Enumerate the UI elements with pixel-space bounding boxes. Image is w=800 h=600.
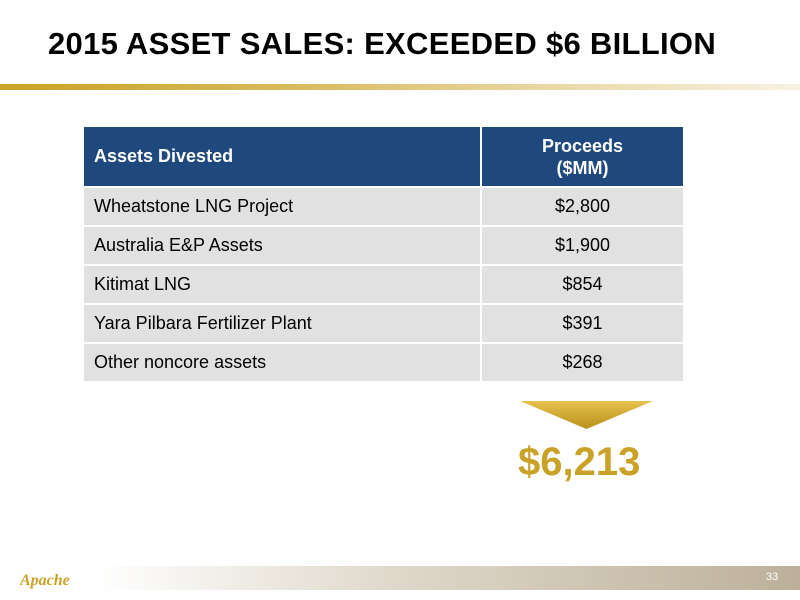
table-row: Kitimat LNG $854 [82, 264, 685, 305]
table-header-row: Assets Divested Proceeds ($MM) [82, 125, 685, 188]
table-row: Wheatstone LNG Project $2,800 [82, 186, 685, 227]
proceeds-cell: $854 [480, 264, 685, 305]
header-proceeds-line1: Proceeds [541, 135, 624, 156]
proceeds-cell: $391 [480, 303, 685, 344]
title-underline [0, 84, 800, 90]
asset-sales-table: Assets Divested Proceeds ($MM) Wheatston… [82, 125, 685, 383]
asset-cell: Australia E&P Assets [82, 225, 482, 266]
footer-bar [95, 566, 800, 590]
table-row: Other noncore assets $268 [82, 342, 685, 383]
asset-cell: Kitimat LNG [82, 264, 482, 305]
proceeds-cell: $1,900 [480, 225, 685, 266]
asset-cell: Other noncore assets [82, 342, 482, 383]
svg-text:Apache: Apache [20, 572, 70, 589]
header-proceeds-line2: ($MM) [556, 157, 609, 178]
asset-cell: Wheatstone LNG Project [82, 186, 482, 227]
header-assets-divested: Assets Divested [82, 125, 482, 188]
table-row: Yara Pilbara Fertilizer Plant $391 [82, 303, 685, 344]
table-row: Australia E&P Assets $1,900 [82, 225, 685, 266]
header-proceeds: Proceeds ($MM) [480, 125, 685, 188]
proceeds-cell: $2,800 [480, 186, 685, 227]
proceeds-cell: $268 [480, 342, 685, 383]
down-chevron-arrow-icon [520, 401, 653, 429]
apache-logo-icon: Apache [20, 572, 70, 589]
total-proceeds: $6,213 [518, 440, 641, 484]
asset-cell: Yara Pilbara Fertilizer Plant [82, 303, 482, 344]
page-number: 33 [766, 571, 779, 583]
slide-title: 2015 ASSET SALES: EXCEEDED $6 BILLION [48, 26, 717, 61]
